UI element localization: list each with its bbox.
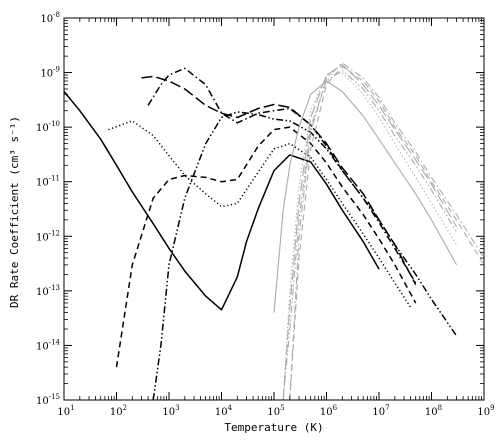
series-layer — [63, 62, 485, 401]
y-tick-label: 10-13 — [36, 284, 60, 298]
x-tick-label: 101 — [57, 404, 74, 418]
x-tick-label: 103 — [162, 404, 179, 418]
x-tick-label: 109 — [477, 404, 494, 418]
series-line-3-dashed — [115, 126, 417, 368]
y-tick-label: 10-9 — [40, 66, 60, 80]
series-line-5-long-dash — [141, 75, 417, 285]
series-line-7-solid — [273, 80, 457, 313]
series-line-4-dash-dot — [147, 67, 417, 284]
series-line-6-dash-dot-dot — [152, 111, 458, 401]
series-line-12-dash-dot-dot — [282, 69, 457, 401]
x-axis-title: Temperature (K) — [224, 421, 323, 434]
series-line-10-dash-dot — [289, 62, 485, 401]
x-tick-label: 104 — [215, 404, 233, 418]
y-axis-title: DR Rate Coefficient (cm³ s⁻¹) — [8, 116, 21, 308]
x-tick-label: 107 — [372, 404, 389, 418]
y-tick-label: 10-14 — [36, 338, 61, 352]
series-line-11-long-dash — [282, 64, 457, 401]
y-tick-label: 10-8 — [40, 11, 60, 25]
series-line-9-dashed — [289, 65, 485, 401]
y-tick-label: 10-12 — [36, 229, 60, 243]
tick-layer — [63, 17, 485, 401]
x-tick-label: 102 — [110, 404, 127, 418]
series-line-2-dotted — [108, 120, 412, 308]
y-tick-label: 10-11 — [36, 175, 60, 189]
x-tick-label: 105 — [267, 404, 284, 418]
y-tick-label: 10-15 — [36, 393, 60, 407]
x-tick-label: 108 — [425, 404, 442, 418]
label-layer: 101 102 103 104 105 106 107 108 109 10-15 10-14 10-… — [36, 11, 495, 418]
x-tick-label: 106 — [320, 404, 338, 418]
series-line-8-dotted — [282, 72, 457, 401]
series-line-1-solid — [63, 91, 380, 311]
y-tick-label: 10-10 — [36, 120, 60, 134]
